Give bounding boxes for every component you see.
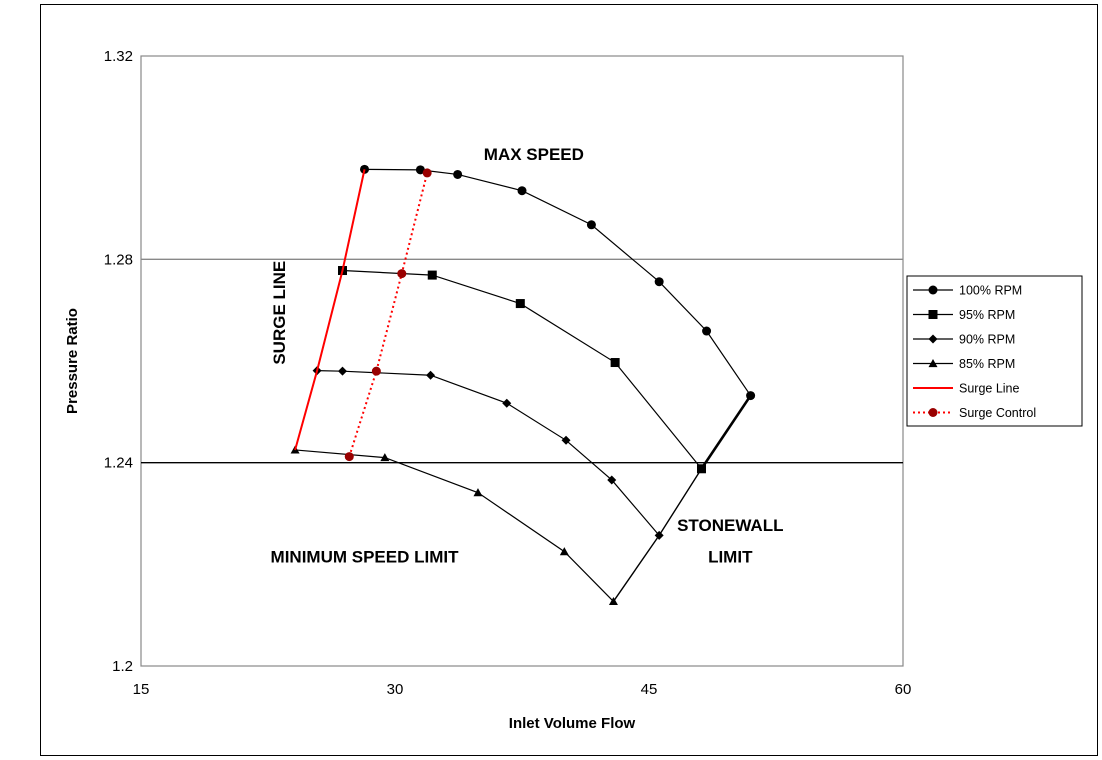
data-point (928, 334, 938, 344)
data-point (928, 359, 938, 368)
data-point (696, 464, 706, 474)
y-tick-label: 1.24 (104, 455, 133, 472)
data-point (426, 370, 436, 380)
pressure-ratio-chart: 15 30 45 60 1.2 1.24 1.28 1.32 Inlet Volume Flo… (64, 48, 1083, 732)
annotation-label: LIMIT (708, 547, 753, 566)
data-point (517, 186, 527, 196)
y-tick-label: 1.2 (112, 658, 133, 675)
data-point (380, 453, 390, 462)
data-point (702, 326, 712, 336)
y-tick-label: 1.32 (104, 48, 133, 65)
legend-entry: Surge Line (959, 382, 1020, 396)
x-tick-label: 15 (133, 681, 150, 698)
data-point (453, 169, 463, 179)
x-tick-label: 45 (641, 681, 658, 698)
data-point (344, 452, 354, 462)
chart-annotations: MAX SPEED SURGE LINE MINIMUM SPEED LIMIT ST… (270, 145, 784, 566)
legend: 100% RPM 95% RPM 90% RPM 85% RPM Surge Line S… (906, 275, 1083, 427)
y-axis-title: Pressure Ratio (64, 308, 81, 414)
axis-tick-labels: 15 30 45 60 1.2 1.24 1.28 1.32 (104, 48, 912, 698)
plot-area (140, 55, 904, 667)
x-tick-label: 30 (387, 681, 404, 698)
data-point (502, 398, 512, 408)
data-point (427, 270, 437, 280)
annotation-label: MINIMUM SPEED LIMIT (271, 547, 460, 566)
legend-entry: 100% RPM (959, 284, 1022, 298)
legend-entry: Surge Control (959, 406, 1036, 420)
x-tick-label: 60 (895, 681, 912, 698)
data-point (928, 285, 938, 295)
data-point (415, 165, 425, 175)
stonewall-line-bold (700, 394, 752, 470)
legend-entry: 95% RPM (959, 308, 1015, 322)
data-point (746, 391, 756, 401)
series-surge-control (344, 168, 432, 462)
series-surge-line (294, 169, 366, 451)
chart-frame: 15 30 45 60 1.2 1.24 1.28 1.32 Inlet Volume Flo… (40, 4, 1098, 756)
annotation-label: STONEWALL (677, 516, 783, 535)
annotation-label: MAX SPEED (484, 145, 584, 164)
data-point (586, 220, 596, 230)
data-point (607, 475, 617, 485)
legend-entry: 85% RPM (959, 357, 1015, 371)
data-point (559, 547, 569, 556)
data-point (397, 269, 407, 279)
series-line (348, 172, 429, 457)
data-series (290, 164, 756, 606)
data-point (515, 299, 525, 309)
series-line (294, 169, 366, 451)
data-point (610, 358, 620, 368)
x-axis-title: Inlet Volume Flow (509, 715, 636, 732)
data-point (928, 310, 938, 319)
data-point (422, 168, 432, 178)
data-point (338, 366, 348, 376)
data-point (473, 488, 483, 497)
data-point (654, 277, 664, 287)
data-point (654, 530, 664, 540)
series-90-rpm (312, 366, 664, 540)
legend-entry: 90% RPM (959, 333, 1015, 347)
grid-lines (141, 258, 903, 464)
y-tick-label: 1.28 (104, 251, 133, 268)
legend-box (906, 275, 1083, 427)
data-point (608, 596, 618, 606)
data-point (928, 408, 938, 417)
data-point (561, 435, 571, 445)
annotation-label: SURGE LINE (270, 261, 289, 365)
data-point (371, 366, 381, 376)
